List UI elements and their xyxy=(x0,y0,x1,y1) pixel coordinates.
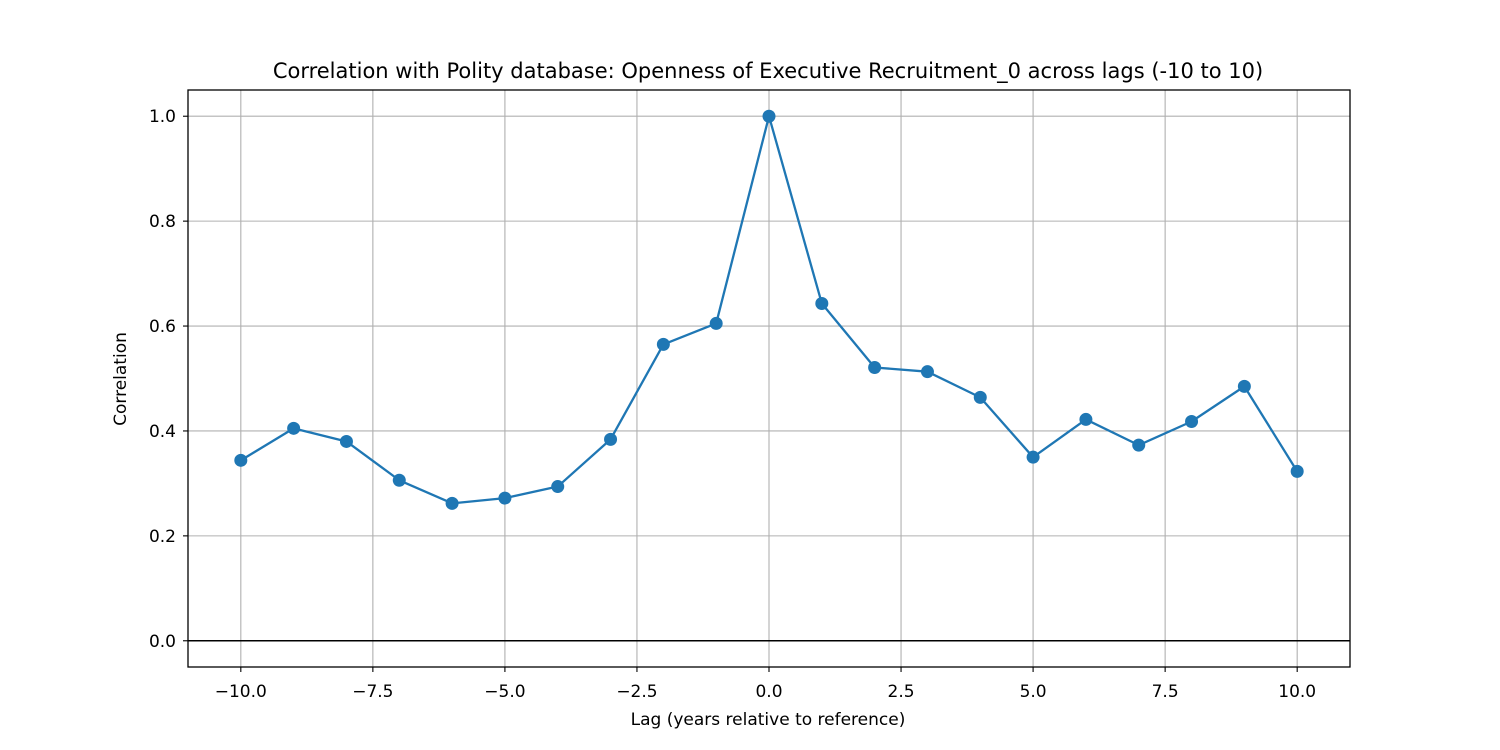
data-point xyxy=(1079,412,1093,426)
data-point xyxy=(445,496,459,510)
x-tick-label: 10.0 xyxy=(1278,682,1316,702)
chart-title: Correlation with Polity database: Openne… xyxy=(273,59,1263,84)
data-point xyxy=(551,480,565,494)
x-tick-label: −7.5 xyxy=(352,682,393,702)
y-tick-label: 0.8 xyxy=(149,212,176,232)
data-point xyxy=(339,434,353,448)
data-point xyxy=(656,337,670,351)
data-point xyxy=(868,360,882,374)
x-tick-label: −10.0 xyxy=(215,682,267,702)
data-point xyxy=(287,421,301,435)
data-point xyxy=(1290,464,1304,478)
data-point xyxy=(709,316,723,330)
x-tick-label: −2.5 xyxy=(616,682,657,702)
y-tick-label: 0.6 xyxy=(149,317,176,337)
data-point xyxy=(392,473,406,487)
y-axis-ticks: 0.0 0.2 0.4 0.6 0.8 1.0 xyxy=(149,107,188,652)
data-point xyxy=(762,109,776,123)
data-point xyxy=(604,432,618,446)
x-tick-label: 7.5 xyxy=(1152,682,1179,702)
y-tick-label: 1.0 xyxy=(149,107,176,127)
y-tick-label: 0.2 xyxy=(149,527,176,547)
x-axis-label: Lag (years relative to reference) xyxy=(631,710,906,730)
x-axis-ticks: −10.0 −7.5 −5.0 −2.5 0.0 2.5 5.0 7.5 10.0 xyxy=(215,667,1316,702)
data-point xyxy=(920,365,934,379)
data-point xyxy=(1237,379,1251,393)
data-point xyxy=(973,390,987,404)
series-layer xyxy=(234,109,1304,510)
data-point xyxy=(234,453,248,467)
y-tick-label: 0.4 xyxy=(149,422,176,442)
data-point xyxy=(1132,438,1146,452)
data-point xyxy=(1185,415,1199,429)
y-axis-label: Correlation xyxy=(111,332,131,426)
data-point xyxy=(1026,450,1040,464)
data-point xyxy=(498,491,512,505)
data-point xyxy=(815,296,829,310)
x-tick-label: 2.5 xyxy=(888,682,915,702)
x-tick-label: −5.0 xyxy=(484,682,525,702)
x-tick-label: 0.0 xyxy=(755,682,782,702)
y-tick-label: 0.0 xyxy=(149,632,176,652)
x-tick-label: 5.0 xyxy=(1020,682,1047,702)
